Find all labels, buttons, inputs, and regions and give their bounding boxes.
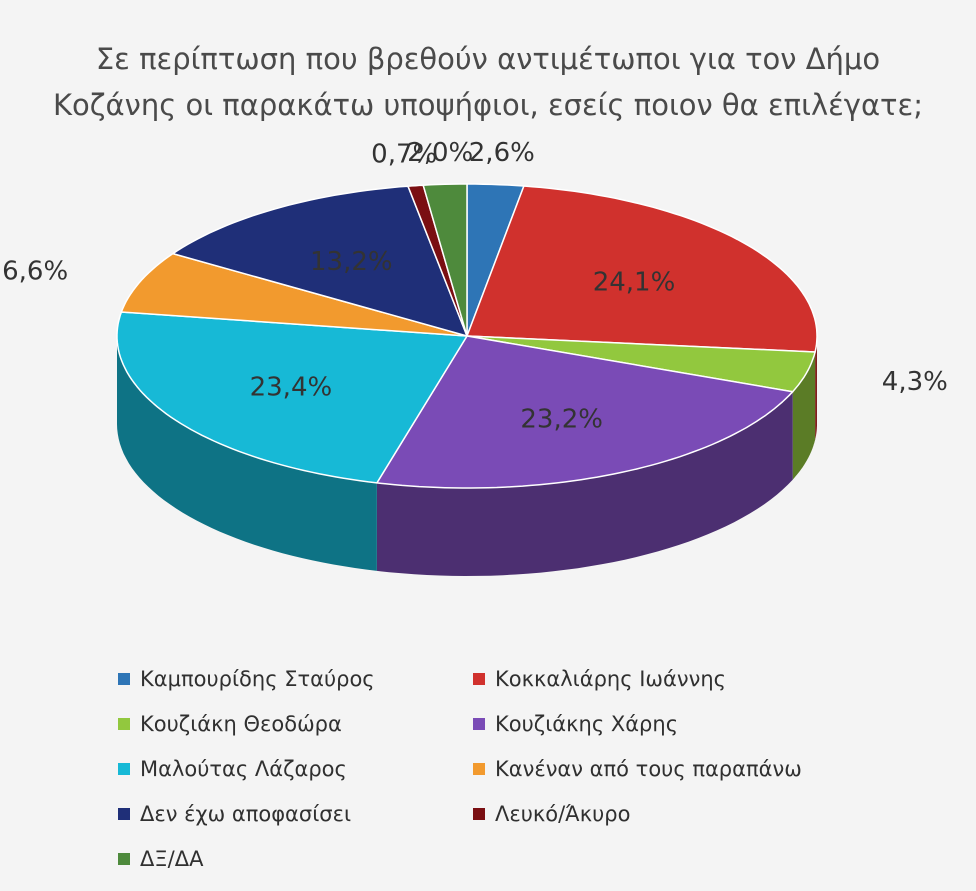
legend-label: Κανέναν από τους παραπάνω: [495, 756, 802, 781]
legend-item-1: Κοκκαλιάρης Ιωάννης: [473, 656, 828, 701]
legend-swatch: [118, 807, 130, 820]
slice-1-label: 24,1%: [593, 268, 676, 298]
legend-label: Δεν έχω αποφασίσει: [140, 801, 352, 826]
legend-item-2: Κουζιάκη Θεοδώρα: [118, 701, 473, 746]
slice-0-label: 2,6%: [469, 138, 535, 168]
slice-8-label: 2,0%: [407, 138, 473, 168]
legend-label: ΔΞ/ΔΑ: [140, 846, 204, 871]
legend: Καμπουρίδης Σταύρος Κοκκαλιάρης Ιωάννης Κο…: [118, 656, 878, 881]
legend-label: Κουζιάκης Χάρης: [495, 711, 679, 736]
slice-1: [466, 185, 818, 353]
slice-2: [466, 335, 816, 393]
legend-label: Λευκό/Άκυρο: [495, 801, 631, 826]
slice-2-side: [792, 352, 816, 480]
legend-item-0: Καμπουρίδης Σταύρος: [118, 656, 473, 701]
chart-title-line-1: Σε περίπτωση που βρεθούν αντιμέτωποι για…: [95, 42, 881, 76]
slice-7-label: 0,7%: [371, 140, 437, 170]
legend-item-8: ΔΞ/ΔΑ: [118, 836, 473, 881]
slice-6-label: 13,2%: [310, 247, 393, 277]
legend-swatch: [473, 807, 485, 820]
slice-5: [120, 252, 468, 337]
slice-3-side: [376, 391, 793, 576]
legend-label: Μαλούτας Λάζαρος: [140, 756, 347, 781]
legend-swatch: [473, 717, 485, 730]
slice-8: [422, 183, 468, 337]
legend-item-4: Μαλούτας Λάζαρος: [118, 746, 473, 791]
legend-swatch: [473, 762, 485, 775]
chart-title: Σε περίπτωση που βρεθούν αντιμέτωποι για…: [0, 36, 976, 128]
legend-swatch: [118, 852, 130, 865]
pie-sides: [117, 336, 817, 576]
legend-swatch: [118, 672, 130, 685]
slice-6: [172, 185, 468, 337]
pie-slices: [116, 183, 818, 489]
chart-title-line-2: Κοζάνης οι παρακάτω υποψήφιοι, εσείς ποι…: [53, 88, 923, 122]
pie-chart: 2,6% 24,1% 4,3% 23,2% 23,4% 6,6% 13,2% 0,7%2,0%: [2, 138, 948, 576]
slice-4-label: 23,4%: [250, 373, 333, 403]
legend-label: Καμπουρίδης Σταύρος: [140, 666, 375, 691]
slice-2-label: 4,3%: [882, 367, 948, 397]
legend-swatch: [118, 717, 130, 730]
legend-label: Κοκκαλιάρης Ιωάννης: [495, 666, 726, 691]
legend-item-5: Κανέναν από τους παραπάνω: [473, 746, 828, 791]
slice-3: [376, 335, 794, 489]
legend-swatch: [473, 672, 485, 685]
slice-5-label: 6,6%: [2, 257, 68, 287]
slice-3-label: 23,2%: [520, 404, 603, 434]
legend-item-3: Κουζιάκης Χάρης: [473, 701, 828, 746]
slice-1-side: [815, 336, 817, 440]
slice-4-side: [117, 336, 377, 571]
legend-item-7: Λευκό/Άκυρο: [473, 791, 828, 836]
legend-swatch: [118, 762, 130, 775]
legend-item-6: Δεν έχω αποφασίσει: [118, 791, 473, 836]
pie-data-labels: 2,6% 24,1% 4,3% 23,2% 23,4% 6,6% 13,2% 0,7%2,0%: [2, 138, 948, 435]
slice-4: [116, 311, 468, 484]
legend-label: Κουζιάκη Θεοδώρα: [140, 711, 342, 736]
